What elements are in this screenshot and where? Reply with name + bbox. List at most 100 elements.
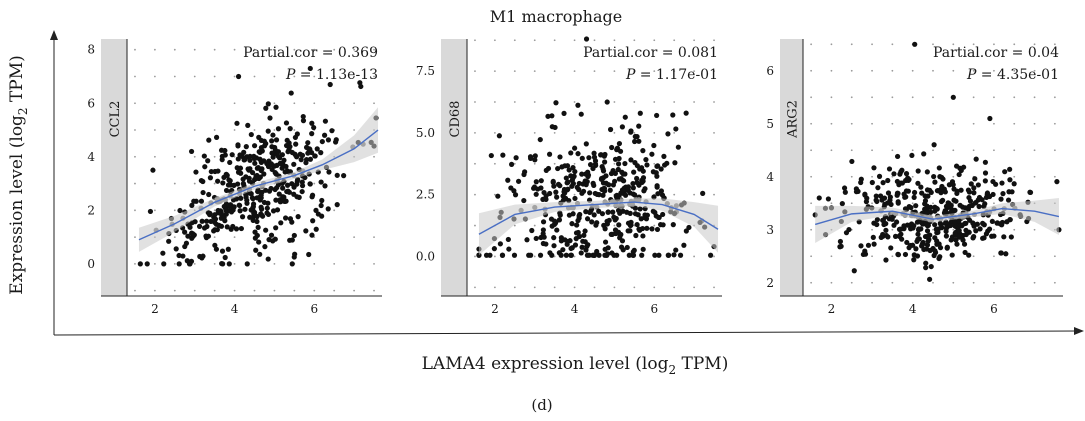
data-point [971,190,977,196]
grid-dot [213,262,216,265]
grid-dot [313,102,316,105]
data-point [630,180,636,187]
grid-dot [993,255,995,258]
data-point [666,252,672,258]
data-point [303,228,309,234]
data-point [283,215,289,221]
data-point [870,234,876,240]
grid-dot [493,162,496,165]
data-point [936,255,942,262]
data-point [262,244,268,250]
data-point [632,138,638,145]
data-point [566,167,572,173]
data-point [631,247,637,253]
grid-dot [173,289,176,292]
data-point [942,189,948,195]
data-point [309,131,315,137]
grid-dot [972,43,975,46]
data-point [962,249,968,256]
data-point [496,133,502,139]
data-point [953,237,959,243]
grid-dot [1033,281,1036,284]
grid-dot [333,182,336,185]
data-point [884,200,891,206]
data-point [259,206,265,212]
data-point [244,197,250,203]
data-point [213,134,220,140]
data-point [935,229,941,235]
data-point [188,148,195,155]
data-point [842,189,848,195]
data-point [883,221,889,227]
data-point [341,173,347,179]
data-point [670,112,676,118]
data-point [656,252,662,258]
grid-dots [134,48,375,292]
grid-dot [373,155,375,158]
data-point [243,174,249,180]
data-point [303,160,309,166]
grid-dot [573,286,576,289]
data-point [176,261,182,267]
data-point [927,276,933,282]
grid-dot [871,255,873,258]
grid-dot [613,39,616,42]
data-point [280,196,286,202]
grid-dot [891,281,894,284]
data-point [309,192,316,198]
data-point [860,251,866,258]
data-point [641,188,647,194]
grid-dot [972,281,975,284]
data-point [592,190,598,197]
grid-dot [830,43,833,46]
data-point [937,174,943,180]
data-point [905,175,911,181]
data-point [970,221,976,227]
data-point [279,165,285,171]
y-tick-label: 4 [766,170,774,184]
data-point [936,165,942,171]
panel-ccl2: CCL2 2 4 6 0 2 4 6 8 Partial.cor = 0.369 P = 1.13e… [87,39,382,316]
data-point [885,190,892,196]
grid-dot [153,209,156,212]
grid-dot [193,102,196,105]
data-point [570,165,576,171]
data-point [584,216,591,222]
grid-dot [474,224,476,227]
data-point [251,153,257,159]
scatter-panels: CCL2 2 4 6 0 2 4 6 8 Partial.cor = 0.369 P = 1.13e… [87,36,1063,316]
y-tick-label: 2 [87,203,95,217]
data-point [497,241,503,247]
grid-dot [474,286,476,289]
grid-dot [891,122,894,125]
grid-dot [293,75,296,78]
data-point [568,150,574,156]
data-point [894,190,901,196]
grid-dot [134,48,136,51]
data-point [607,187,613,193]
data-point [581,232,587,238]
data-point [279,152,285,158]
data-point [637,206,643,212]
grid-dot [653,39,656,42]
data-point [263,105,269,111]
grid-dot [713,101,715,103]
grid-dot [293,102,296,105]
data-point [263,187,269,193]
grid-dot [213,129,216,131]
data-point [192,219,198,225]
data-point [578,111,584,117]
data-point [224,224,230,230]
grid-dot [810,202,813,205]
data-point [546,151,553,157]
grid-dot [253,75,256,78]
data-point [572,145,578,151]
data-point [272,236,278,242]
grid-dot [333,48,336,51]
grid-dot [1013,255,1016,258]
data-point [255,224,261,230]
data-point [533,179,539,185]
x-tick-label: 4 [909,302,917,316]
grid-dot [153,289,156,292]
data-point [982,159,988,165]
